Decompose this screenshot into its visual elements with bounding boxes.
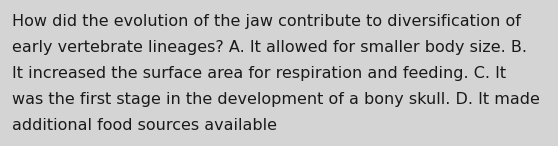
Text: It increased the surface area for respiration and feeding. C. It: It increased the surface area for respir…	[12, 66, 506, 81]
Text: How did the evolution of the jaw contribute to diversification of: How did the evolution of the jaw contrib…	[12, 14, 521, 29]
Text: early vertebrate lineages? A. It allowed for smaller body size. B.: early vertebrate lineages? A. It allowed…	[12, 40, 527, 55]
Text: was the first stage in the development of a bony skull. D. It made: was the first stage in the development o…	[12, 92, 540, 107]
Text: additional food sources available: additional food sources available	[12, 118, 277, 133]
